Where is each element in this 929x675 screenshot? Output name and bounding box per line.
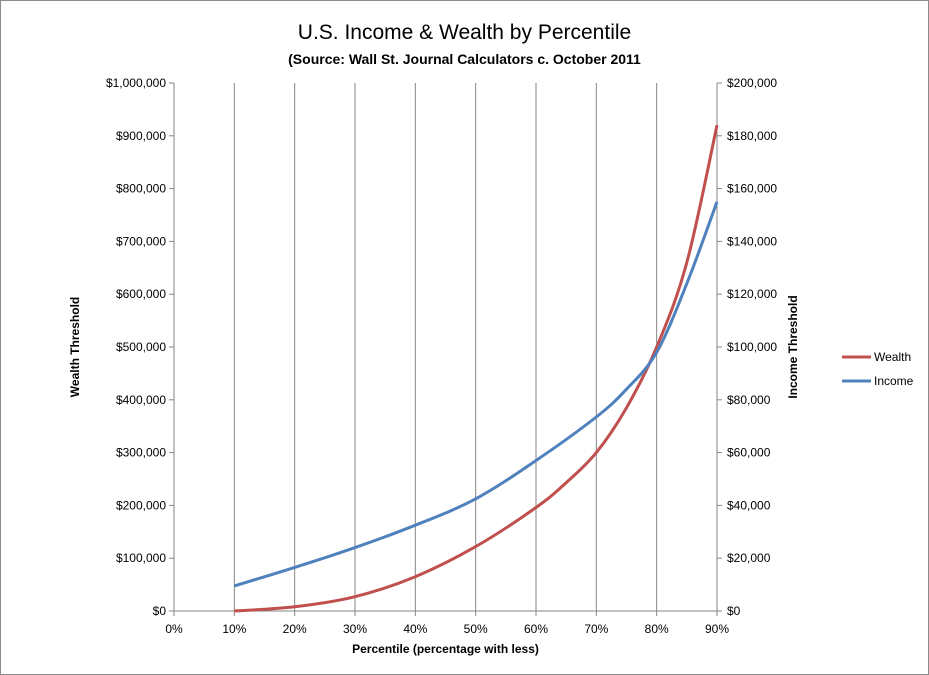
y2-tick-label: $80,000	[727, 393, 771, 407]
y-tick-label: $700,000	[116, 234, 166, 248]
y-tick-label: $900,000	[116, 129, 166, 143]
x-tick-label: 60%	[524, 622, 548, 636]
x-tick-label: 0%	[165, 622, 183, 636]
series-layer	[233, 124, 719, 613]
chart-title: U.S. Income & Wealth by Percentile	[297, 21, 632, 44]
grid-layer	[233, 83, 718, 611]
y2-tick-label: $160,000	[727, 182, 777, 196]
y2-tick-label: $0	[727, 604, 741, 618]
series-line-income	[233, 201, 719, 588]
y-tick-label: $300,000	[116, 446, 166, 460]
legend-label-income: Income	[874, 374, 914, 388]
x-axis-title: Percentile (percentage with less)	[352, 642, 539, 656]
y2-tick-label: $140,000	[727, 234, 777, 248]
x-tick-label: 70%	[584, 622, 608, 636]
x-tick-label: 50%	[464, 622, 488, 636]
x-tick-label: 30%	[343, 622, 367, 636]
y2-tick-label: $180,000	[727, 129, 777, 143]
y-tick-label: $100,000	[116, 551, 166, 565]
y-tick-label: $600,000	[116, 287, 166, 301]
y2-tick-label: $40,000	[727, 498, 771, 512]
y2-tick-label: $200,000	[727, 76, 777, 90]
y2-tick-label: $20,000	[727, 551, 771, 565]
y2-tick-label: $60,000	[727, 446, 771, 460]
x-tick-label: 10%	[222, 622, 246, 636]
y2-axis-title: Income Threshold	[786, 295, 800, 398]
chart-subtitle: (Source: Wall St. Journal Calculators c.…	[288, 51, 641, 67]
legend-label-wealth: Wealth	[874, 350, 911, 364]
y-axis-title: Wealth Threshold	[68, 297, 82, 397]
y-tick-label: $800,000	[116, 182, 166, 196]
y-tick-label: $500,000	[116, 340, 166, 354]
x-tick-label: 80%	[645, 622, 669, 636]
y2-tick-label: $100,000	[727, 340, 777, 354]
y-tick-label: $200,000	[116, 498, 166, 512]
series-line-wealth	[234, 124, 719, 613]
x-tick-label: 40%	[403, 622, 427, 636]
y-tick-label: $400,000	[116, 393, 166, 407]
axes-layer	[169, 82, 722, 616]
labels-layer: 0% 10% 20% 30% 40% 50% 60% 70% 80% 90% $0 $100,000 $…	[68, 76, 800, 656]
y-tick-label: $0	[153, 604, 167, 618]
y2-tick-label: $120,000	[727, 287, 777, 301]
x-tick-label: 90%	[705, 622, 729, 636]
y-tick-label: $1,000,000	[106, 76, 166, 90]
legend: Wealth Income	[842, 350, 914, 388]
x-tick-label: 20%	[283, 622, 307, 636]
